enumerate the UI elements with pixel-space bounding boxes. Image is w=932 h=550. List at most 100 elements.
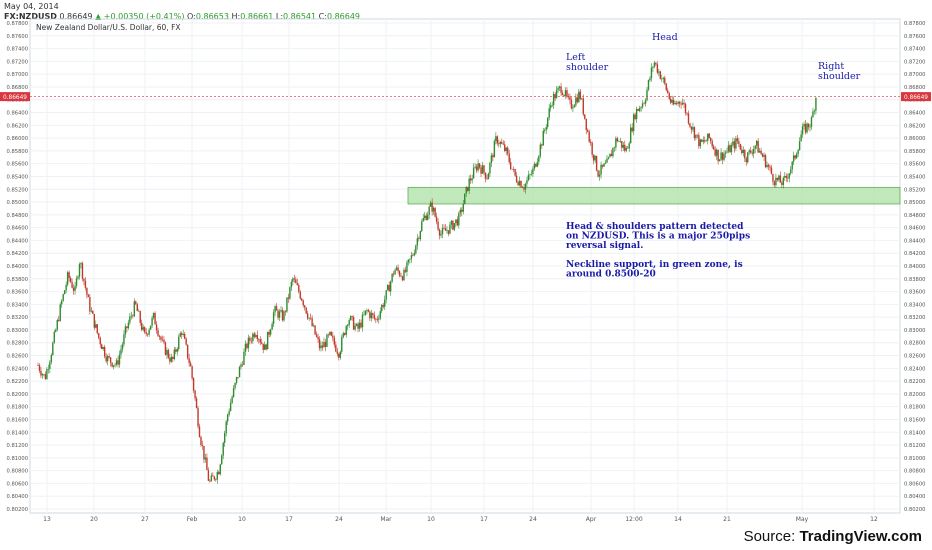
- y-tick-label: 0.87000: [7, 72, 28, 78]
- candle-body: [133, 301, 136, 317]
- candle-body: [542, 130, 544, 146]
- candle-body: [675, 103, 678, 104]
- neckline-zone: [407, 186, 901, 205]
- candle-body: [210, 475, 213, 482]
- candle-body: [554, 93, 556, 99]
- y-tick-label: 0.87600: [7, 34, 28, 40]
- candle-body: [629, 127, 632, 144]
- candle-body: [237, 377, 239, 378]
- price-chart[interactable]: 0.87800 0.87600 0.87400 0.87200 0.87000 0.868…: [0, 0, 932, 525]
- candle-body: [93, 313, 96, 328]
- candle-body: [598, 174, 601, 177]
- analysis-note: on NZDUSD. This is a major 250pips: [566, 232, 750, 242]
- y-tick-label: 0.86200: [904, 123, 925, 129]
- candle-body: [787, 177, 789, 179]
- candle-body: [523, 187, 525, 190]
- x-tick-label: 27: [141, 516, 149, 523]
- candle-body: [355, 323, 358, 326]
- label-left-shoulder: Left: [566, 52, 585, 63]
- y-tick-label: 0.81400: [7, 430, 28, 436]
- candle-body: [758, 150, 761, 153]
- candle-body: [690, 126, 693, 130]
- candle-body: [622, 144, 624, 148]
- candle-body: [80, 263, 82, 265]
- y-tick-label: 0.85000: [7, 200, 28, 206]
- candle-body: [678, 101, 681, 104]
- candle-body: [784, 175, 786, 178]
- candle-body: [683, 102, 685, 105]
- y-tick-label: 0.87200: [904, 59, 925, 65]
- candle-body: [329, 331, 331, 335]
- candle-body: [55, 329, 57, 332]
- candle-body: [358, 322, 361, 329]
- y-tick-label: 0.87400: [7, 47, 28, 53]
- candle-body: [609, 153, 611, 158]
- candle-body: [215, 479, 217, 481]
- candle-body: [481, 165, 484, 174]
- candle-body: [265, 344, 267, 350]
- candle-body: [582, 98, 584, 115]
- candle-body: [74, 286, 76, 291]
- candle-body: [151, 317, 153, 326]
- candle-body: [564, 90, 567, 96]
- candle-body: [747, 152, 749, 163]
- candle-body: [677, 101, 679, 104]
- symbol[interactable]: FX:NZDUSD: [4, 12, 57, 21]
- candle-body: [585, 118, 587, 130]
- x-tick-label: 13: [43, 516, 51, 523]
- y-tick-label: 0.80600: [7, 481, 28, 487]
- candle-body: [487, 173, 490, 180]
- y-tick-label: 0.87800: [7, 21, 28, 27]
- open-value: 0.86653: [195, 12, 229, 21]
- candle-body: [69, 277, 72, 282]
- candle-body: [259, 339, 261, 343]
- x-tick-label: 14: [674, 516, 682, 523]
- y-tick-label: 0.81600: [7, 417, 28, 423]
- candle-body: [289, 287, 291, 299]
- candle-body: [229, 402, 232, 411]
- candle-body: [84, 280, 87, 288]
- y-tick-label: 0.80600: [904, 481, 925, 487]
- grid: [30, 19, 900, 513]
- y-tick-label: 0.81400: [904, 430, 925, 436]
- candle-body: [370, 313, 373, 319]
- candle-body: [480, 167, 482, 174]
- candle-body: [474, 166, 476, 168]
- candle-body: [72, 287, 75, 291]
- candle-body: [714, 149, 716, 156]
- candle-body: [271, 323, 273, 330]
- candle-body: [687, 113, 690, 124]
- candle-body: [615, 138, 617, 148]
- candle-body: [782, 177, 785, 185]
- neckline-zone-rect: [407, 186, 901, 205]
- candle-body: [555, 90, 558, 99]
- y-tick-label: 0.81600: [904, 417, 925, 423]
- candle-body: [247, 337, 250, 349]
- high-label: H:: [231, 12, 241, 21]
- y-tick-label: 0.86400: [904, 111, 925, 117]
- candle-body: [425, 215, 427, 220]
- candle-body: [610, 153, 613, 157]
- candle-body: [711, 140, 713, 147]
- source-brand[interactable]: TradingView.com: [799, 528, 922, 545]
- candle-body: [667, 90, 669, 94]
- candle-body: [219, 464, 221, 475]
- candle-body: [776, 177, 779, 180]
- candle-body: [37, 365, 39, 366]
- candle-body: [612, 147, 614, 157]
- candle-body: [386, 285, 389, 291]
- candle-body: [186, 344, 189, 359]
- candle-body: [624, 144, 626, 151]
- candle-body: [475, 166, 478, 171]
- price-tag-left-label: 0.86649: [3, 95, 27, 101]
- candle-body: [421, 221, 423, 232]
- candle-body: [157, 330, 159, 336]
- candle-body: [143, 327, 146, 333]
- candle-body: [240, 364, 242, 368]
- candle-body: [175, 349, 177, 352]
- candle-body: [601, 164, 604, 167]
- x-tick-label: 24: [529, 516, 537, 523]
- candle-body: [634, 114, 636, 120]
- candle-body: [379, 311, 381, 319]
- candle-body: [428, 206, 430, 215]
